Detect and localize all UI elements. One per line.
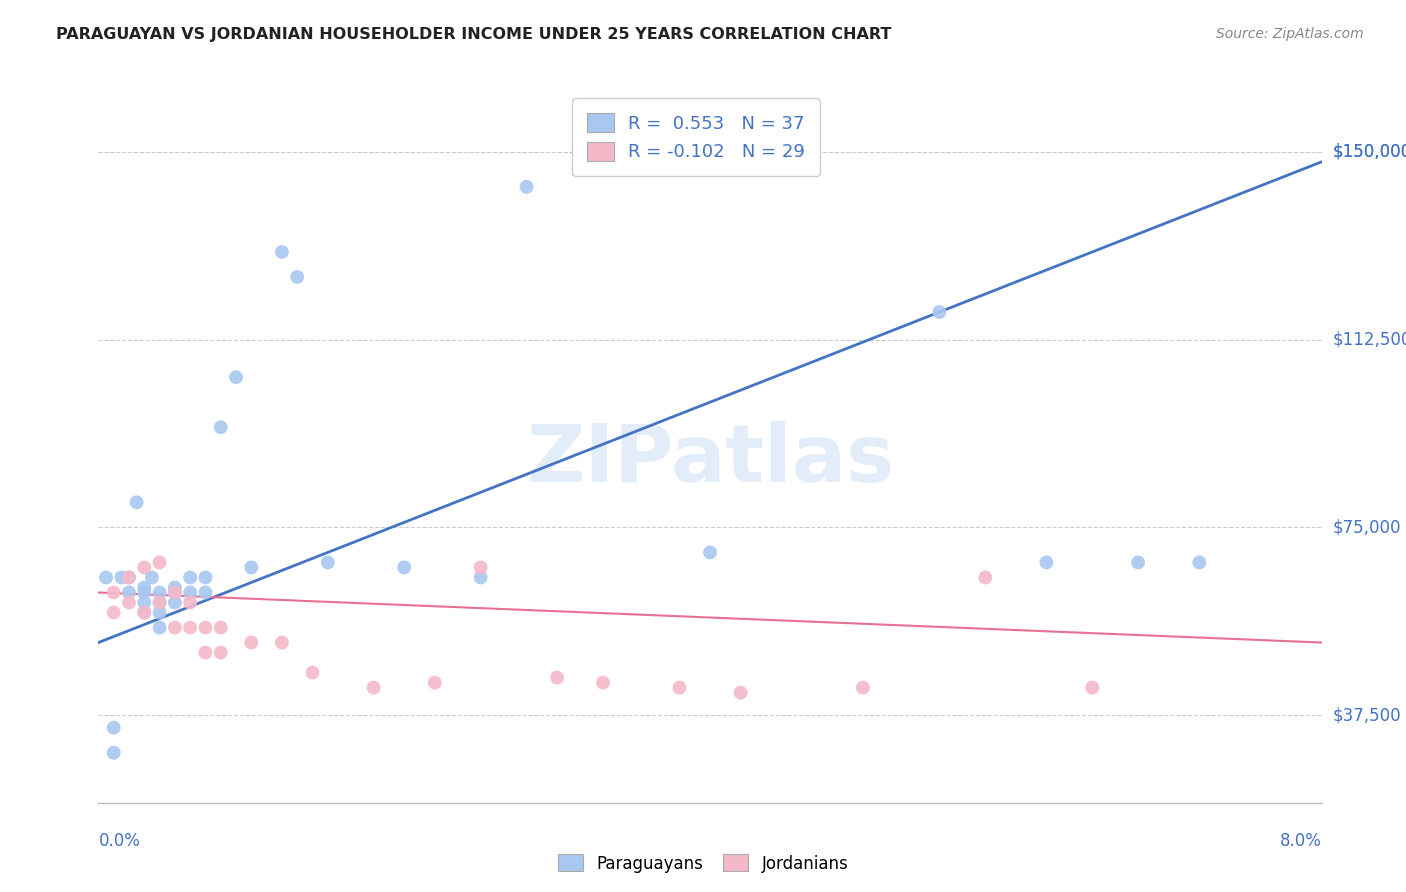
Point bbox=[149, 595, 172, 609]
Point bbox=[134, 606, 156, 620]
Point bbox=[668, 681, 690, 695]
Point bbox=[179, 595, 201, 609]
Text: $150,000: $150,000 bbox=[1333, 143, 1406, 161]
Point bbox=[103, 606, 125, 620]
Point bbox=[103, 585, 125, 599]
Point bbox=[470, 560, 492, 574]
Text: $112,500: $112,500 bbox=[1333, 331, 1406, 349]
Point bbox=[179, 585, 201, 599]
Point bbox=[1081, 681, 1104, 695]
Point bbox=[194, 646, 217, 660]
Point bbox=[118, 570, 141, 584]
Point bbox=[1035, 556, 1057, 570]
Point bbox=[699, 545, 721, 559]
Point bbox=[240, 635, 263, 649]
Point bbox=[316, 556, 339, 570]
Point bbox=[110, 570, 132, 584]
Point bbox=[546, 671, 568, 685]
Point bbox=[125, 495, 148, 509]
Text: PARAGUAYAN VS JORDANIAN HOUSEHOLDER INCOME UNDER 25 YEARS CORRELATION CHART: PARAGUAYAN VS JORDANIAN HOUSEHOLDER INCO… bbox=[56, 27, 891, 42]
Point bbox=[134, 595, 156, 609]
Point bbox=[470, 570, 492, 584]
Point bbox=[103, 746, 125, 760]
Text: $75,000: $75,000 bbox=[1333, 518, 1402, 536]
Text: $37,500: $37,500 bbox=[1333, 706, 1402, 724]
Point bbox=[363, 681, 385, 695]
Point bbox=[134, 585, 156, 599]
Point bbox=[149, 606, 172, 620]
Point bbox=[163, 581, 186, 595]
Point bbox=[163, 595, 186, 609]
Point bbox=[285, 270, 308, 285]
Legend: R =  0.553   N = 37, R = -0.102   N = 29: R = 0.553 N = 37, R = -0.102 N = 29 bbox=[572, 98, 820, 176]
Point bbox=[974, 570, 997, 584]
Text: $150,000: $150,000 bbox=[1333, 143, 1406, 161]
Point bbox=[225, 370, 247, 384]
Point bbox=[103, 721, 125, 735]
Point bbox=[1188, 556, 1211, 570]
Text: 8.0%: 8.0% bbox=[1279, 831, 1322, 849]
Point bbox=[163, 585, 186, 599]
Point bbox=[209, 420, 232, 434]
Point bbox=[179, 570, 201, 584]
Point bbox=[118, 585, 141, 599]
Point bbox=[852, 681, 875, 695]
Point bbox=[423, 675, 446, 690]
Point bbox=[149, 556, 172, 570]
Point bbox=[1128, 556, 1150, 570]
Point bbox=[149, 621, 172, 635]
Point bbox=[392, 560, 416, 574]
Point bbox=[194, 570, 217, 584]
Point bbox=[516, 179, 538, 194]
Point bbox=[118, 595, 141, 609]
Point bbox=[179, 621, 201, 635]
Point bbox=[118, 570, 141, 584]
Point bbox=[240, 560, 263, 574]
Point bbox=[270, 244, 294, 259]
Point bbox=[194, 585, 217, 599]
Point bbox=[134, 606, 156, 620]
Point bbox=[209, 621, 232, 635]
Point bbox=[928, 305, 950, 319]
Text: 0.0%: 0.0% bbox=[98, 831, 141, 849]
Text: ZIPatlas: ZIPatlas bbox=[526, 421, 894, 500]
Point bbox=[163, 621, 186, 635]
Point bbox=[592, 675, 614, 690]
Point bbox=[149, 595, 172, 609]
Text: Source: ZipAtlas.com: Source: ZipAtlas.com bbox=[1216, 27, 1364, 41]
Point bbox=[149, 585, 172, 599]
Point bbox=[194, 621, 217, 635]
Point bbox=[134, 581, 156, 595]
Point bbox=[141, 570, 163, 584]
Legend: Paraguayans, Jordanians: Paraguayans, Jordanians bbox=[551, 847, 855, 880]
Point bbox=[94, 570, 117, 584]
Point bbox=[163, 585, 186, 599]
Point bbox=[209, 646, 232, 660]
Point bbox=[730, 685, 752, 699]
Point bbox=[270, 635, 294, 649]
Point bbox=[301, 665, 323, 680]
Point bbox=[134, 560, 156, 574]
